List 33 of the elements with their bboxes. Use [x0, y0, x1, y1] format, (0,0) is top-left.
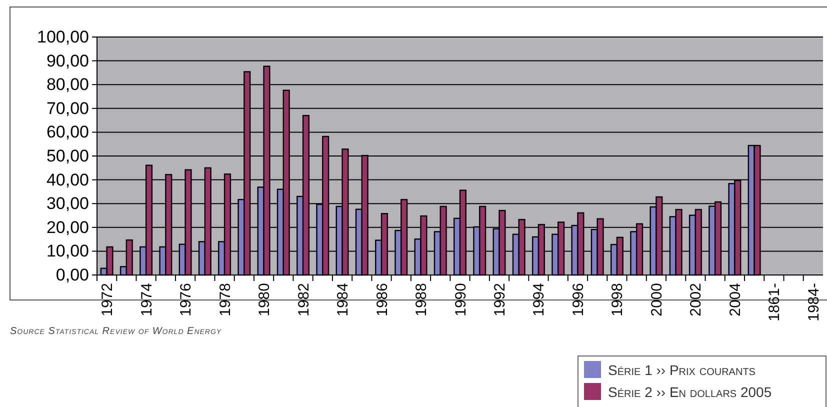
- y-tick-label: 60,00: [46, 122, 89, 142]
- x-tick-label: 1976: [178, 283, 195, 316]
- x-tick-label: 1980: [256, 283, 274, 316]
- y-tick-label: 80,00: [46, 75, 89, 94]
- y-tick-label: 90,00: [46, 51, 89, 70]
- x-tick-label: 2000: [648, 283, 666, 316]
- x-tick-label: 1978: [216, 283, 234, 316]
- y-tick-label: 50,00: [46, 146, 89, 166]
- x-tick-label: 1861-: [766, 283, 784, 322]
- source-note: Source Statistical Review of World Energy: [10, 326, 222, 337]
- y-tick-label: 30,00: [46, 194, 89, 214]
- x-tick-label: 1984: [334, 283, 352, 316]
- x-tick-label: 1982: [295, 283, 312, 316]
- y-tick-label: 0,00: [56, 265, 89, 284]
- x-tick-label: 1984-: [805, 283, 822, 322]
- y-tick-label: 100,00: [37, 27, 89, 46]
- x-tick-label: 1972: [99, 283, 116, 316]
- y-tick-label: 20,00: [46, 218, 89, 237]
- y-tick-label: 70,00: [46, 98, 89, 118]
- y-tick-label: 10,00: [46, 242, 89, 261]
- x-tick-label: 1994: [530, 283, 548, 316]
- x-tick-label: 2002: [688, 283, 705, 316]
- legend-label: Série 1 ›› Prix courants: [608, 362, 756, 378]
- x-tick-label: 1988: [413, 283, 430, 316]
- x-tick-label: 1992: [491, 283, 508, 316]
- x-tick-label: 2004: [726, 283, 744, 316]
- x-tick-label: 1986: [374, 283, 391, 316]
- x-tick-label: 1998: [609, 283, 626, 316]
- x-tick-label: 1974: [138, 283, 156, 316]
- legend-label: Série 2 ›› En dollars 2005: [608, 384, 772, 400]
- x-tick-label: 1996: [570, 283, 587, 316]
- x-tick-label: 1990: [452, 283, 470, 316]
- y-tick-label: 40,00: [46, 170, 89, 190]
